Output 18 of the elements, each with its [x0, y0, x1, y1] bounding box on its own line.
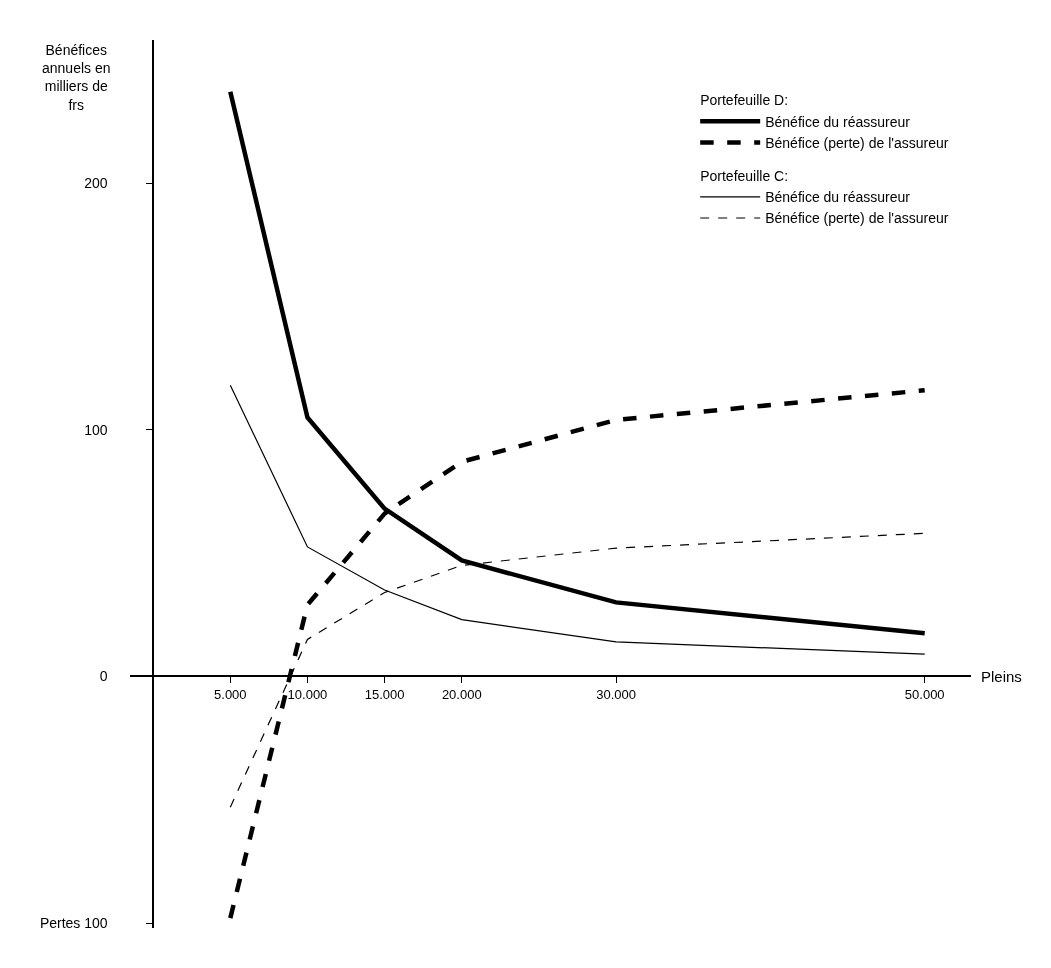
y-tick-label: 0 [99, 668, 108, 685]
legend-label: Bénéfice du réassureur [765, 113, 911, 130]
legend-label: Bénéfice (perte) de l'assureur [765, 134, 949, 151]
y-tick-label: 200 [84, 174, 108, 191]
x-tick-label: 20.000 [441, 686, 482, 702]
x-tick-label: 5.000 [214, 686, 247, 702]
annotation: Portefeuille D: [700, 92, 789, 109]
x-tick-label: 10.000 [287, 686, 328, 702]
legend-label: Bénéfice (perte) de l'assureur [765, 210, 949, 227]
x-tick-label: 15.000 [364, 686, 405, 702]
y-axis-title: Bénéfices annuels en milliers de frs [42, 42, 111, 113]
x-tick-label: 50.000 [904, 686, 945, 702]
legend-label: Bénéfice du réassureur [765, 189, 911, 206]
x-tick-label: 30.000 [596, 686, 636, 702]
x-axis-title: Pleins [981, 668, 1022, 685]
y-tick-label: Pertes 100 [39, 914, 108, 931]
annotation: Portefeuille C: [700, 168, 789, 185]
y-tick-label: 100 [84, 421, 108, 438]
